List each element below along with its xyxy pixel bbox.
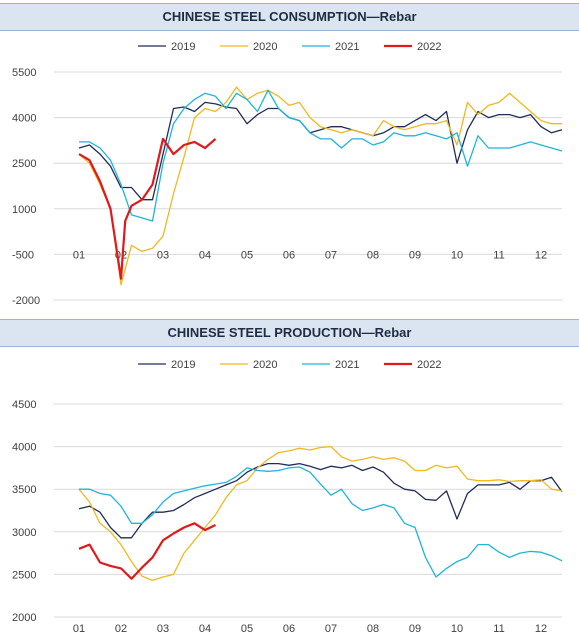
x-tick-label: 10 — [451, 249, 463, 261]
x-tick-label: 06 — [283, 623, 295, 632]
y-tick-label: 4500 — [12, 399, 36, 411]
x-tick-label: 03 — [157, 623, 169, 632]
x-tick-label: 12 — [535, 249, 547, 261]
x-tick-label: 07 — [325, 623, 337, 632]
legend-label: 2019 — [171, 41, 195, 53]
y-tick-label: 3000 — [12, 527, 36, 539]
x-tick-label: 11 — [493, 623, 504, 632]
legend-label: 2019 — [171, 359, 195, 371]
legend-label: 2021 — [335, 359, 359, 371]
consumption-panel: CHINESE STEEL CONSUMPTION—Rebar 5500 4000… — [0, 0, 579, 315]
production-panel: CHINESE STEEL PRODUCTION—Rebar 4500 4000 3… — [0, 315, 579, 632]
series-line-2019 — [78, 101, 563, 201]
legend-label: 2020 — [253, 41, 277, 53]
series-line-2022 — [78, 137, 217, 280]
x-tick-label: 03 — [157, 249, 169, 261]
x-tick-label: 08 — [367, 623, 379, 632]
x-tick-label: 11 — [493, 249, 504, 261]
y-tick-label: 5500 — [12, 67, 36, 79]
y-tick-label: 4000 — [12, 113, 36, 125]
x-tick-label: 07 — [325, 249, 337, 261]
series-line-2020 — [78, 86, 562, 286]
series-line-2022 — [78, 522, 216, 580]
y-tick-label: 4000 — [12, 442, 36, 454]
x-tick-label: 06 — [283, 249, 295, 261]
y-tick-label: -500 — [12, 249, 34, 261]
x-tick-label: 09 — [409, 623, 421, 632]
x-tick-label: 05 — [241, 249, 253, 261]
x-tick-label: 09 — [409, 249, 421, 261]
production-chart-title: CHINESE STEEL PRODUCTION—Rebar — [0, 319, 579, 347]
y-tick-label: 3500 — [12, 484, 36, 496]
consumption-chart-title: CHINESE STEEL CONSUMPTION—Rebar — [0, 3, 579, 31]
x-tick-label: 04 — [199, 623, 211, 632]
x-tick-label: 12 — [535, 623, 547, 632]
x-tick-label: 01 — [73, 249, 85, 261]
series-line-2020 — [78, 445, 563, 582]
y-tick-label: 2500 — [12, 569, 36, 581]
x-tick-label: 10 — [451, 623, 463, 632]
y-tick-label: 1000 — [12, 204, 36, 216]
x-tick-label: 05 — [241, 623, 253, 632]
y-tick-label: 2000 — [12, 612, 36, 624]
x-tick-label: 04 — [199, 249, 211, 261]
series-line-2019 — [78, 462, 563, 539]
series-line-2021 — [79, 89, 563, 222]
y-tick-label: -2000 — [12, 295, 40, 307]
series-line-2021 — [79, 466, 563, 578]
y-tick-label: 2500 — [12, 158, 36, 170]
legend-label: 2022 — [417, 41, 441, 53]
legend-label: 2021 — [335, 41, 359, 53]
x-tick-label: 02 — [115, 623, 127, 632]
x-tick-label: 08 — [367, 249, 379, 261]
x-tick-label: 01 — [73, 623, 85, 632]
production-chart: 4500 4000 3500 3000 2500 2000 01 02 03 04 05 06 07 08… — [12, 359, 563, 632]
legend-label: 2022 — [417, 359, 441, 371]
legend-label: 2020 — [253, 359, 277, 371]
